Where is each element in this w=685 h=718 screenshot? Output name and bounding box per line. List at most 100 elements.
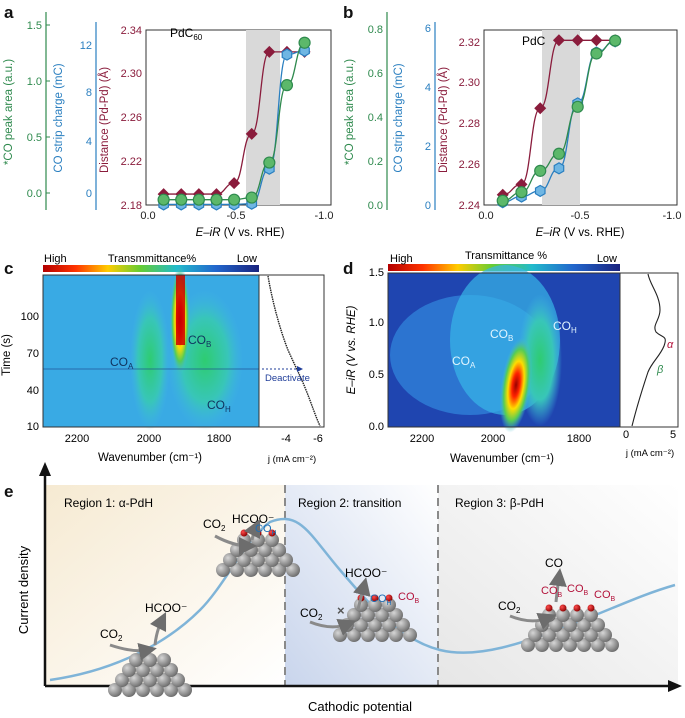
pd-atom [251, 553, 265, 567]
e-r2-cob-main: CO [398, 591, 415, 603]
pd-atom [150, 663, 164, 677]
a-point-y2 [281, 48, 293, 61]
c-colorbar-title: Transmmittance% [108, 253, 196, 265]
b-y1-tick: 0.0 [368, 200, 383, 212]
pd-atom [605, 638, 619, 652]
a-y2-tick: 0 [86, 188, 92, 200]
a-point-y1 [298, 36, 311, 49]
b-point-y1 [534, 164, 547, 177]
pd-atom [584, 608, 598, 622]
a-series-line-y3 [163, 51, 305, 195]
e-r3-co2: CO2 [498, 599, 521, 615]
d-y-label: E–iR (V vs. RHE) [346, 305, 358, 394]
e-r3-cob-3-main: CO [594, 589, 611, 601]
c-y-ticks: 10 40 70 100 [21, 311, 39, 433]
pd-atom [265, 553, 279, 567]
e-region1-label: Region 1: α-PdH [64, 496, 153, 510]
pd-atom [164, 663, 178, 677]
pd-atom [143, 653, 157, 667]
pd-atom [258, 543, 272, 557]
c-band-coa-glow [130, 290, 170, 430]
a-y1-label: *CO peak area (a.u.) [3, 59, 15, 165]
pd-atom [563, 638, 577, 652]
b-point-y3 [552, 34, 565, 47]
c-y-tick: 100 [21, 311, 39, 323]
e-r3-co: CO [545, 556, 563, 570]
e-region3-label: Region 3: β-PdH [455, 496, 544, 510]
c-x-tick: 2200 [65, 433, 89, 445]
b-point-y1 [496, 194, 509, 207]
pd-atom [382, 618, 396, 632]
pd-atom [577, 638, 591, 652]
d-y-tick: 1.0 [369, 317, 384, 329]
adsorbate-atom [573, 604, 581, 612]
pd-atom [157, 673, 171, 687]
d-band-cob-hotspot [499, 337, 533, 433]
a-y1-tick: 1.5 [27, 20, 42, 32]
b-y1-ticks: 0.0 0.2 0.4 0.6 0.8 [368, 24, 383, 212]
e-r3-co2-main: CO [498, 599, 516, 613]
pd-atom [382, 598, 396, 612]
b-y1-tick: 0.6 [368, 68, 383, 80]
pd-atom [216, 563, 230, 577]
d-side-ticks: 0 5 [623, 429, 676, 441]
d-colorbar-low: Low [597, 253, 617, 265]
e-r1l-hcoo: HCOO⁻ [145, 601, 187, 615]
e-r2-arrow-in [309, 618, 357, 636]
panel-label-e: e [4, 482, 13, 501]
d-x-tick: 2000 [481, 433, 505, 445]
c-x-label: Wavenumber (cm⁻¹) [98, 452, 202, 464]
c-ann-cob-sub: B [206, 340, 211, 349]
pd-atom [143, 673, 157, 687]
e-cluster-r1-lower [108, 653, 192, 697]
adsorbate-atom [559, 604, 567, 612]
b-y3-tick: 2.28 [459, 118, 480, 130]
b-plot-frame [483, 29, 678, 206]
a-point-y3 [245, 127, 258, 140]
a-x-tick: 0.0 [140, 210, 155, 222]
c-ann-cob-main: CO [188, 333, 206, 347]
pd-atom [577, 618, 591, 632]
pd-atom [164, 683, 178, 697]
e-r3-arrow-out [548, 568, 567, 603]
pd-atom [389, 628, 403, 642]
e-r2-cob: COB [398, 591, 420, 605]
b-y2-ticks: 0 2 4 6 [425, 23, 431, 212]
pd-atom [542, 628, 556, 642]
d-y-tick: 1.5 [369, 267, 384, 279]
pd-atom [171, 673, 185, 687]
e-r3-co2-sub: 2 [516, 606, 521, 615]
pd-atom [549, 638, 563, 652]
a-point-y1 [192, 193, 205, 206]
e-r1l-co2-sub: 2 [118, 634, 123, 643]
a-y2-tick: 12 [80, 40, 92, 52]
pd-atom [368, 598, 382, 612]
d-colorbar-high: High [390, 253, 413, 265]
e-region2-label: Region 2: transition [298, 496, 401, 510]
panel-a: a 0.0 0.5 1.0 1.5 *CO peak area (a.u.) 0… [3, 3, 333, 239]
d-ann-coh: COH [553, 319, 577, 335]
pd-atom [368, 618, 382, 632]
d-side-xlabel: j (mA cm⁻²) [625, 448, 674, 459]
b-y2-tick: 0 [425, 200, 431, 212]
d-side-alpha: α [667, 339, 674, 351]
e-r2-cross: × [337, 603, 345, 618]
a-y1-ticks: 0.0 0.5 1.0 1.5 [27, 20, 50, 200]
pd-atom [375, 608, 389, 622]
c-ann-coh: COH [207, 398, 231, 414]
c-colorbar [43, 265, 259, 272]
panel-e: e Region 1: α-PdH Region 2: transition R… [4, 462, 682, 714]
adsorbate-atom [545, 604, 553, 612]
adsorbate-atom [268, 529, 276, 537]
b-y1-tick: 0.8 [368, 24, 383, 36]
e-x-label: Cathodic potential [308, 699, 412, 714]
c-y-tick: 40 [27, 385, 39, 397]
pd-atom [129, 653, 143, 667]
pd-atom [361, 608, 375, 622]
b-y1-tick: 0.4 [368, 112, 383, 124]
b-y3-tick: 2.24 [459, 200, 480, 212]
a-x-ticks: 0.0 -0.5 -1.0 [140, 210, 333, 222]
e-r1u-co2-main: CO [203, 517, 221, 531]
d-side-tick: 5 [670, 429, 676, 441]
a-sample-sub: 60 [193, 33, 202, 42]
